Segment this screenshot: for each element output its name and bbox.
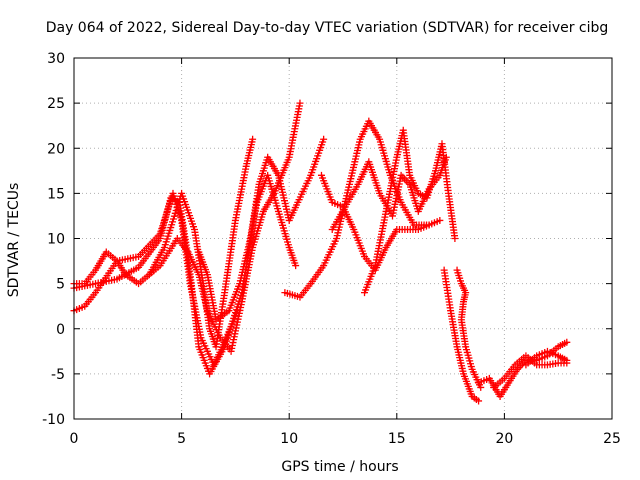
data-point-marker	[563, 356, 571, 364]
data-point-marker	[292, 262, 300, 270]
y-tick-label: 20	[47, 141, 65, 157]
series-arc14	[522, 347, 571, 369]
series-arc4	[145, 135, 257, 351]
y-tick-label: 25	[47, 96, 65, 112]
y-tick-label: -10	[42, 412, 65, 428]
x-tick-label: 20	[495, 431, 513, 447]
series-arc7	[317, 171, 433, 274]
series-arc2	[70, 189, 242, 369]
y-tick-label: 5	[56, 277, 65, 293]
series-arc10	[440, 266, 483, 405]
y-tick-label: 10	[47, 232, 65, 248]
series-arc5	[195, 135, 328, 324]
x-tick-label: 25	[603, 431, 621, 447]
series-arc12	[475, 338, 571, 400]
data-point-marker	[320, 135, 328, 143]
chart-title: Day 064 of 2022, Sidereal Day-to-day VTE…	[46, 20, 609, 36]
data-points	[70, 99, 571, 405]
data-point-marker	[475, 397, 483, 405]
axis-ticks: 0 5 10 15 20 25 -10 -5 0 5 10 15 20 25 30	[42, 51, 621, 447]
y-tick-label: 0	[56, 322, 65, 338]
data-point-marker	[425, 221, 433, 229]
data-point-marker	[451, 235, 459, 242]
y-tick-label: -5	[51, 367, 65, 383]
x-tick-label: 0	[70, 431, 79, 447]
x-axis-label: GPS time / hours	[281, 459, 398, 475]
series-arc3	[70, 99, 304, 355]
series-arc6	[281, 117, 444, 301]
y-tick-label: 30	[47, 51, 65, 67]
x-tick-label: 5	[177, 431, 186, 447]
x-tick-label: 10	[280, 431, 298, 447]
x-tick-label: 15	[388, 431, 406, 447]
data-point-marker	[249, 135, 257, 143]
y-tick-label: 15	[47, 186, 65, 202]
plot-frame	[73, 57, 613, 420]
series-arc9	[361, 126, 459, 297]
series-arc11	[453, 266, 485, 391]
y-axis-label: SDTVAR / TECUs	[6, 183, 22, 298]
data-point-marker	[563, 338, 571, 346]
grid	[74, 58, 612, 419]
data-point-marker	[296, 99, 304, 107]
data-point-marker	[436, 216, 444, 224]
